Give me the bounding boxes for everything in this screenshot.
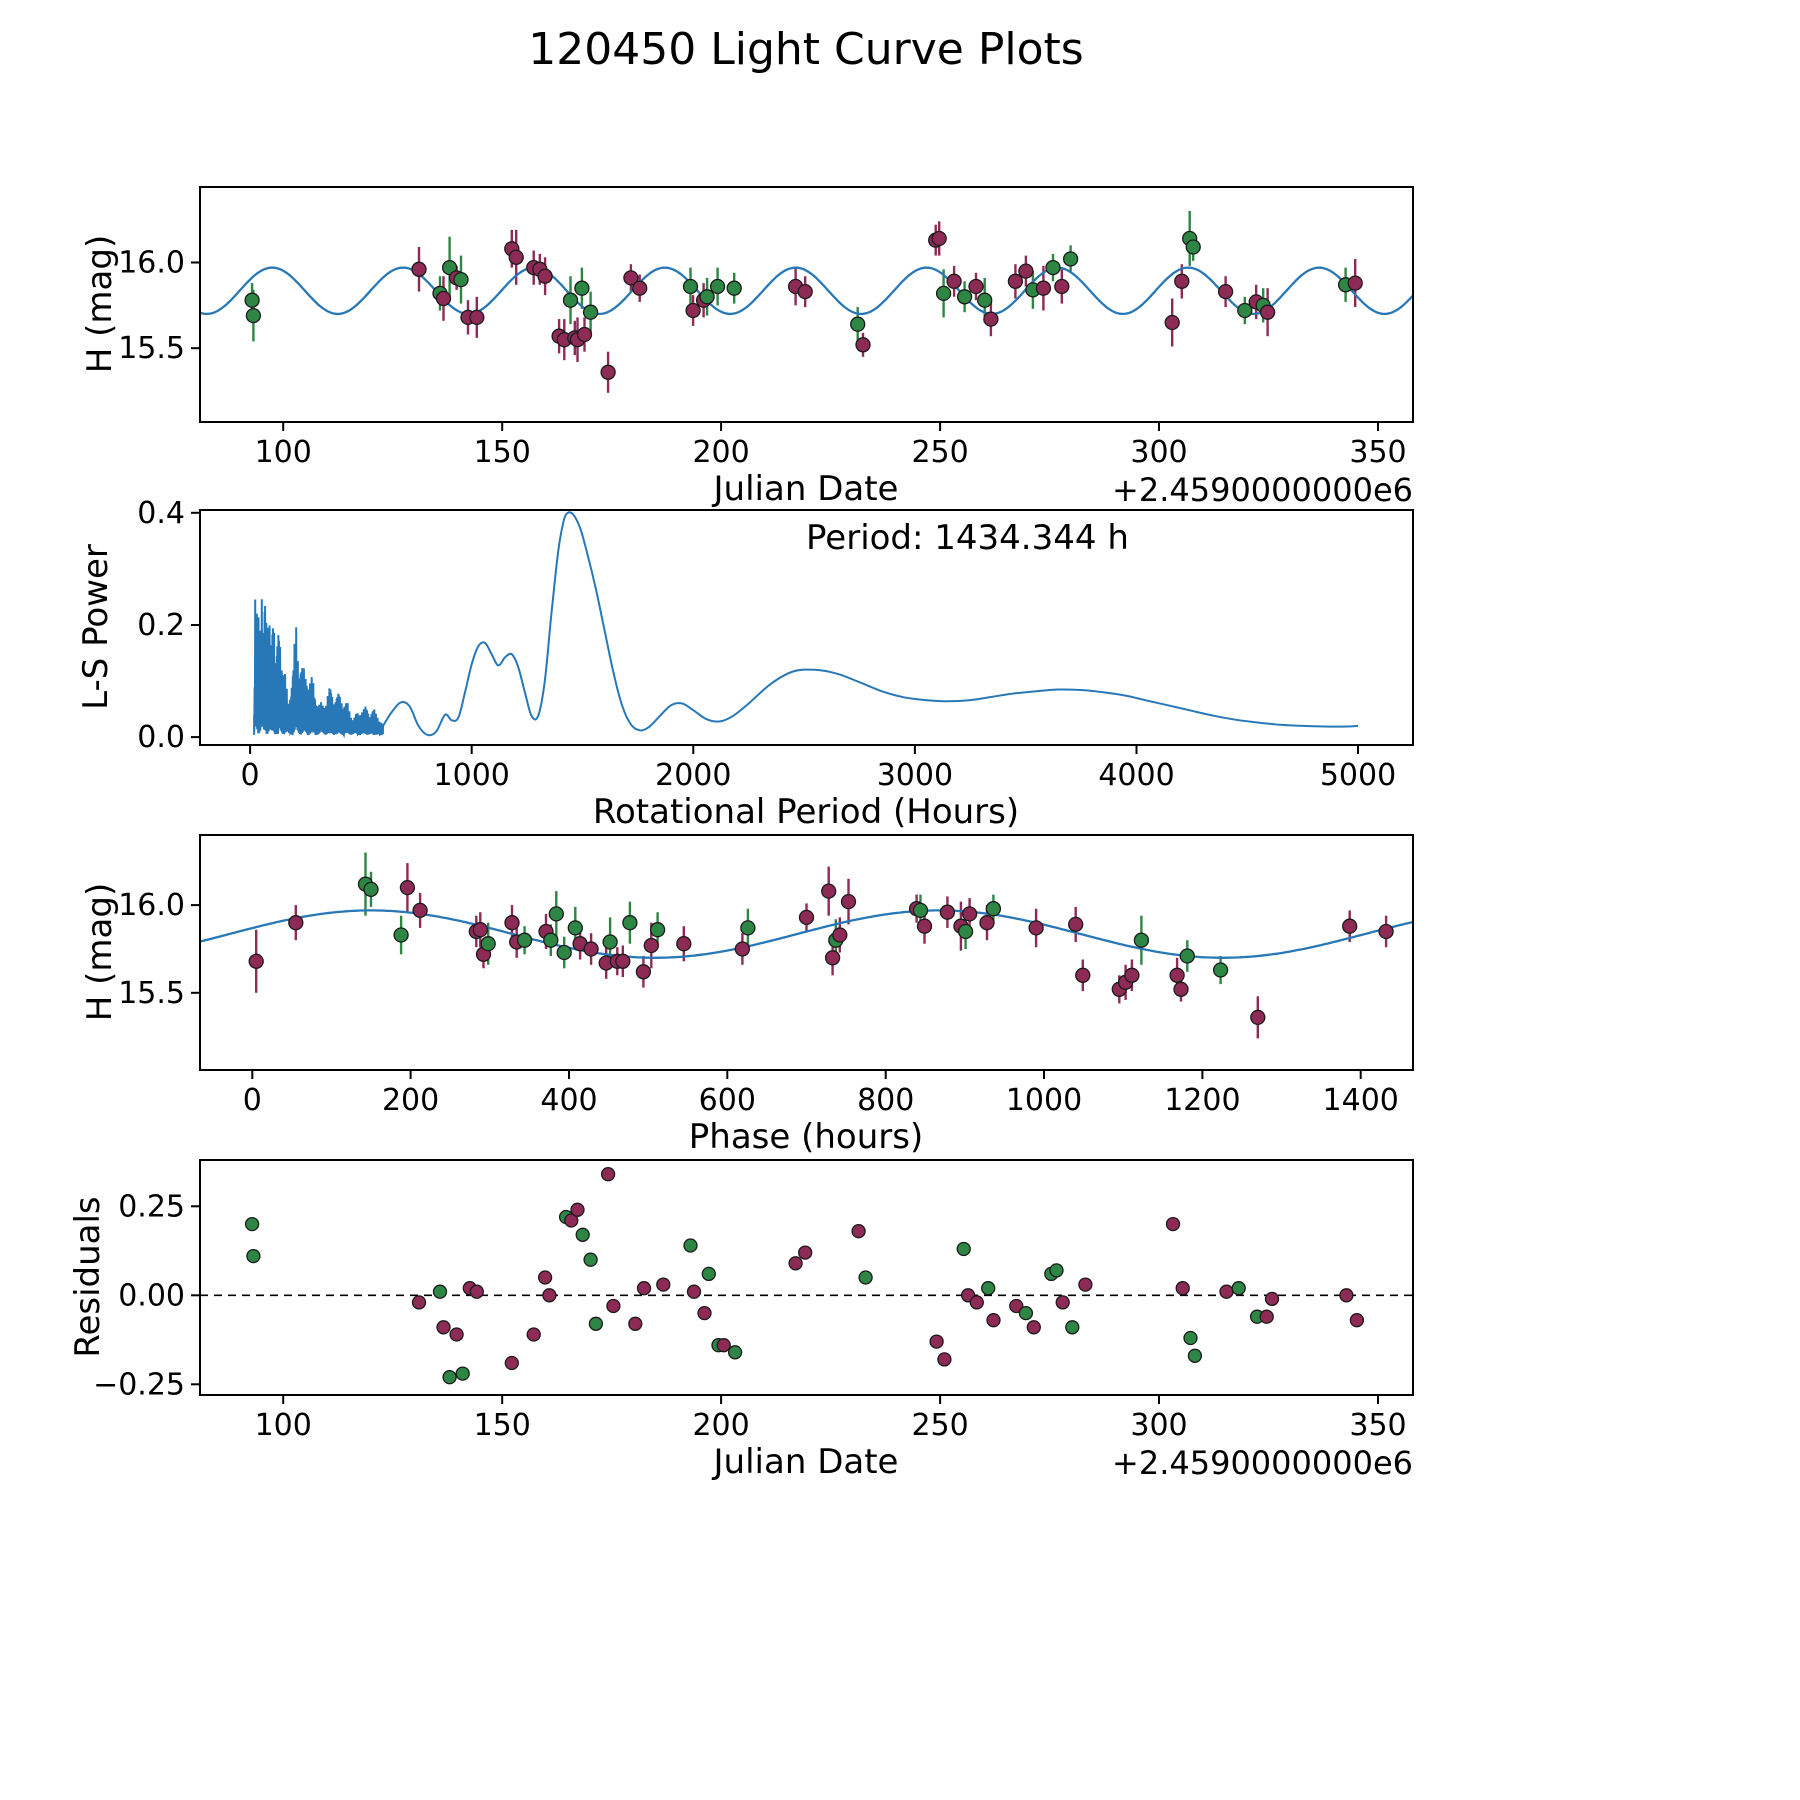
svg-text:1000: 1000 (434, 758, 510, 793)
phased-y-axis-label: H (mag) (80, 882, 120, 1022)
lightcurve-x-axis-label: Julian Date (713, 469, 899, 509)
svg-text:200: 200 (382, 1083, 439, 1118)
svg-text:4000: 4000 (1098, 758, 1174, 793)
svg-text:1400: 1400 (1323, 1083, 1399, 1118)
svg-text:0.25: 0.25 (118, 1189, 185, 1224)
svg-text:3000: 3000 (877, 758, 953, 793)
svg-text:15.5: 15.5 (118, 331, 185, 366)
periodogram-x-axis-label: Rotational Period (Hours) (592, 792, 1020, 832)
svg-text:0.2: 0.2 (137, 608, 185, 643)
svg-text:1200: 1200 (1164, 1083, 1240, 1118)
residuals-x-offset-text: +2.4590000000e6 (1112, 1444, 1413, 1482)
svg-text:5000: 5000 (1320, 758, 1396, 793)
periodogram-y-axis-label: L-S Power (76, 544, 116, 710)
period-annotation: Period: 1434.344 h (806, 518, 1129, 558)
residuals-y-axis-label: Residuals (68, 1196, 108, 1358)
svg-text:0.0: 0.0 (137, 720, 185, 755)
svg-text:300: 300 (1130, 435, 1187, 470)
svg-text:250: 250 (911, 435, 968, 470)
svg-text:1000: 1000 (1006, 1083, 1082, 1118)
svg-text:300: 300 (1130, 1408, 1187, 1443)
lightcurve-y-axis-label: H (mag) (80, 234, 120, 374)
svg-text:800: 800 (857, 1083, 914, 1118)
svg-text:16.0: 16.0 (118, 888, 185, 923)
svg-text:150: 150 (474, 435, 531, 470)
svg-text:250: 250 (911, 1408, 968, 1443)
svg-text:0: 0 (243, 1083, 262, 1118)
figure-title: 120450 Light Curve Plots (528, 24, 1084, 75)
svg-text:200: 200 (692, 435, 749, 470)
phased-x-axis-label: Phase (hours) (688, 1117, 924, 1157)
svg-text:−0.25: −0.25 (93, 1367, 185, 1402)
svg-text:0.00: 0.00 (118, 1278, 185, 1313)
lightcurve-x-offset-text: +2.4590000000e6 (1112, 471, 1413, 509)
svg-text:15.5: 15.5 (118, 976, 185, 1011)
svg-text:100: 100 (255, 435, 312, 470)
svg-text:16.0: 16.0 (118, 246, 185, 281)
svg-text:600: 600 (699, 1083, 756, 1118)
svg-text:150: 150 (474, 1408, 531, 1443)
svg-text:0.4: 0.4 (137, 496, 185, 531)
svg-text:350: 350 (1349, 1408, 1406, 1443)
svg-text:400: 400 (540, 1083, 597, 1118)
svg-text:200: 200 (692, 1408, 749, 1443)
svg-text:350: 350 (1349, 435, 1406, 470)
svg-text:2000: 2000 (655, 758, 731, 793)
residuals-x-axis-label: Julian Date (713, 1442, 899, 1482)
svg-text:0: 0 (241, 758, 260, 793)
svg-text:100: 100 (255, 1408, 312, 1443)
